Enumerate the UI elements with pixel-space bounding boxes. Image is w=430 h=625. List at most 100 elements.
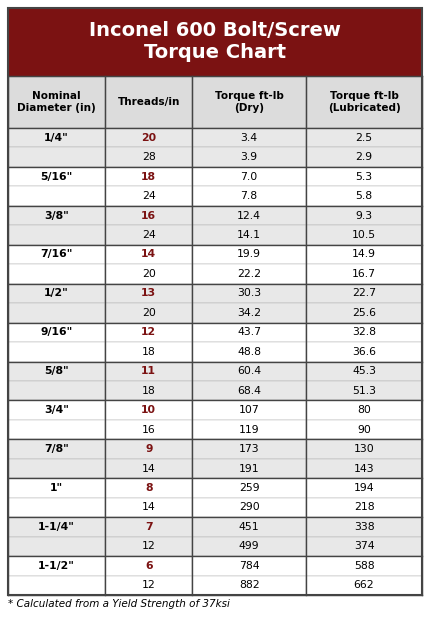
Bar <box>192 401 306 420</box>
Text: 20: 20 <box>142 308 156 318</box>
Text: Nominal
Diameter (in): Nominal Diameter (in) <box>17 91 96 112</box>
Text: 20: 20 <box>141 132 157 142</box>
Bar <box>8 284 105 303</box>
Bar <box>192 478 306 498</box>
Bar <box>306 303 422 322</box>
Bar <box>105 478 192 498</box>
Text: Torque ft-lb
(Lubricated): Torque ft-lb (Lubricated) <box>328 91 400 112</box>
Text: 12: 12 <box>142 541 156 551</box>
Text: 7/8": 7/8" <box>44 444 69 454</box>
Bar <box>105 556 192 576</box>
Bar <box>306 498 422 517</box>
Bar <box>8 186 105 206</box>
Text: 499: 499 <box>239 541 259 551</box>
Bar <box>306 128 422 148</box>
Bar <box>192 556 306 576</box>
Text: 36.6: 36.6 <box>352 347 376 357</box>
Bar <box>8 128 105 148</box>
Text: 16.7: 16.7 <box>352 269 376 279</box>
Bar <box>105 498 192 517</box>
Text: 32.8: 32.8 <box>352 328 376 338</box>
Text: 24: 24 <box>142 191 156 201</box>
Bar <box>192 206 306 225</box>
Text: 51.3: 51.3 <box>352 386 376 396</box>
Text: 130: 130 <box>353 444 375 454</box>
Bar <box>192 537 306 556</box>
Bar <box>8 303 105 322</box>
Text: 1/4": 1/4" <box>44 132 69 142</box>
Text: 1-1/2": 1-1/2" <box>38 561 75 571</box>
Bar <box>306 284 422 303</box>
Text: 290: 290 <box>239 503 260 512</box>
Text: 3/4": 3/4" <box>44 405 69 415</box>
Text: 25.6: 25.6 <box>352 308 376 318</box>
Text: 191: 191 <box>239 464 259 474</box>
Bar <box>8 439 105 459</box>
Bar <box>105 361 192 381</box>
Text: 43.7: 43.7 <box>237 328 261 338</box>
Bar <box>306 576 422 595</box>
Text: 48.8: 48.8 <box>237 347 261 357</box>
Bar <box>192 128 306 148</box>
Text: 14: 14 <box>141 249 157 259</box>
Bar <box>306 381 422 401</box>
Bar <box>192 459 306 478</box>
Text: 5/8": 5/8" <box>44 366 69 376</box>
Bar <box>192 264 306 284</box>
Bar <box>306 148 422 167</box>
Bar <box>192 186 306 206</box>
Text: 7/16": 7/16" <box>40 249 73 259</box>
Bar <box>105 167 192 186</box>
Text: 68.4: 68.4 <box>237 386 261 396</box>
Text: 60.4: 60.4 <box>237 366 261 376</box>
Bar <box>8 459 105 478</box>
Text: 22.2: 22.2 <box>237 269 261 279</box>
Text: 18: 18 <box>142 386 156 396</box>
Bar <box>306 76 422 128</box>
Bar <box>8 167 105 186</box>
Bar <box>306 186 422 206</box>
Text: 5.3: 5.3 <box>356 172 373 182</box>
Text: Threads/in: Threads/in <box>117 97 180 107</box>
Bar <box>8 8 422 76</box>
Bar <box>306 478 422 498</box>
Text: 14: 14 <box>142 464 156 474</box>
Bar <box>105 128 192 148</box>
Text: 28: 28 <box>142 152 156 162</box>
Bar <box>192 576 306 595</box>
Bar <box>8 517 105 537</box>
Text: 6: 6 <box>145 561 153 571</box>
Bar <box>105 537 192 556</box>
Text: Torque ft-lb
(Dry): Torque ft-lb (Dry) <box>215 91 284 112</box>
Text: 10.5: 10.5 <box>352 230 376 240</box>
Bar <box>105 342 192 361</box>
Bar <box>8 148 105 167</box>
Bar <box>192 498 306 517</box>
Text: 7.8: 7.8 <box>241 191 258 201</box>
Text: 451: 451 <box>239 522 259 532</box>
Text: 259: 259 <box>239 483 259 493</box>
Text: 80: 80 <box>357 405 371 415</box>
Bar <box>8 264 105 284</box>
Bar <box>8 225 105 245</box>
Text: 14.1: 14.1 <box>237 230 261 240</box>
Bar <box>306 537 422 556</box>
Text: 30.3: 30.3 <box>237 288 261 298</box>
Bar <box>105 76 192 128</box>
Bar <box>105 420 192 439</box>
Text: 12.4: 12.4 <box>237 211 261 221</box>
Text: 8: 8 <box>145 483 153 493</box>
Bar <box>105 206 192 225</box>
Bar <box>306 206 422 225</box>
Bar <box>8 76 105 128</box>
Text: 3/8": 3/8" <box>44 211 69 221</box>
Bar <box>306 361 422 381</box>
Text: 18: 18 <box>142 347 156 357</box>
Bar <box>105 381 192 401</box>
Bar <box>192 420 306 439</box>
Bar <box>306 225 422 245</box>
Text: 7.0: 7.0 <box>240 172 258 182</box>
Bar <box>192 225 306 245</box>
Text: 9: 9 <box>145 444 153 454</box>
Bar <box>8 206 105 225</box>
